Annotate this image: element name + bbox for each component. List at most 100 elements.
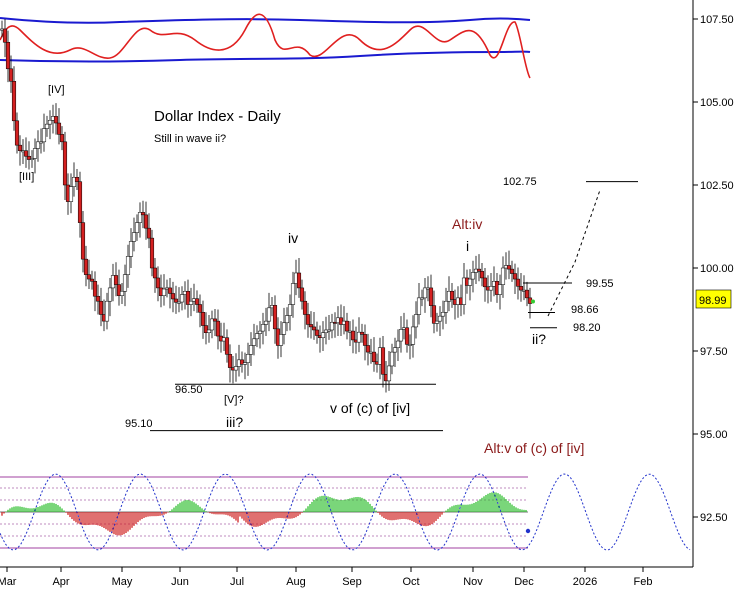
candle-body xyxy=(344,320,350,332)
candle-body xyxy=(395,340,401,348)
candle-body xyxy=(479,271,485,279)
candle-body xyxy=(32,148,38,159)
candle-body xyxy=(104,300,110,322)
candle-body xyxy=(431,305,437,324)
candle-body xyxy=(89,278,95,282)
candle-body xyxy=(227,354,233,368)
candle-body xyxy=(515,278,521,287)
candle-body xyxy=(272,305,278,330)
candle-body xyxy=(167,287,173,294)
x-tick-label: Sep xyxy=(342,576,362,588)
candle-body xyxy=(131,232,137,242)
x-axis-ticks: Mar Apr May Jun Jul Aug Sep Oct Nov Dec 2026 Feb xyxy=(0,567,652,588)
last-price-marker xyxy=(531,299,535,304)
candle-body xyxy=(119,290,125,296)
last-price-box xyxy=(695,289,732,309)
wave-label-V: [V]? xyxy=(224,394,244,406)
y-tick-label: 107.50 xyxy=(700,14,734,26)
x-tick-label: Oct xyxy=(402,576,419,588)
candle-body xyxy=(389,351,395,367)
candle-body xyxy=(488,286,494,291)
candle-body xyxy=(59,134,65,143)
candle-body xyxy=(281,322,287,335)
wave-label-alt-v: Alt:v of (c) of [iv] xyxy=(484,440,584,456)
upper-band-top xyxy=(0,17,531,24)
candle-body xyxy=(23,150,29,157)
x-tick-label: Apr xyxy=(52,576,69,588)
candle-body xyxy=(143,214,149,229)
upper-oscillator-line xyxy=(0,13,531,79)
candle-body xyxy=(215,320,221,337)
candle-body xyxy=(518,286,524,291)
candle-body xyxy=(278,334,284,346)
candle-body xyxy=(524,289,530,299)
candle-body xyxy=(410,326,416,345)
y-tick-label: 100.00 xyxy=(700,263,734,275)
candle-body xyxy=(449,290,455,300)
candle-body xyxy=(14,120,20,146)
candle-body xyxy=(113,275,119,285)
candle-body xyxy=(500,267,506,285)
candle-body xyxy=(146,227,152,239)
candle-body xyxy=(26,155,32,160)
candle-body xyxy=(305,314,311,325)
candle-body xyxy=(251,338,257,346)
candle-body xyxy=(422,287,428,299)
candle-body xyxy=(371,351,377,363)
candle-body xyxy=(56,122,62,135)
x-tick-label: 2026 xyxy=(573,576,597,588)
candle-body xyxy=(194,298,200,305)
candle-body xyxy=(203,325,209,333)
cycle-projection-line xyxy=(0,473,691,551)
y-tick-label: 105.00 xyxy=(700,97,734,109)
candle-body xyxy=(242,362,248,365)
candle-body xyxy=(161,288,167,296)
level-label-102-75: 102.75 xyxy=(503,176,537,188)
candle-body xyxy=(509,268,515,274)
candle-body xyxy=(116,284,122,296)
candle-body xyxy=(47,120,53,125)
candle-body xyxy=(128,241,134,257)
level-lines xyxy=(150,181,638,432)
candle-body xyxy=(284,315,290,324)
candle-body xyxy=(38,141,44,144)
candle-body xyxy=(170,293,176,300)
candle-body xyxy=(125,256,131,275)
y-tick-label: 97.50 xyxy=(700,346,728,358)
y-tick-label: 95.00 xyxy=(700,429,728,441)
x-tick-label: Nov xyxy=(463,576,483,588)
candle-body xyxy=(41,128,47,143)
x-tick-label: Jul xyxy=(230,576,244,588)
candle-body xyxy=(308,324,314,328)
candle-body xyxy=(209,318,215,331)
candle-body xyxy=(185,290,191,305)
candle-body xyxy=(44,123,50,129)
candle-body xyxy=(512,273,518,280)
candle-body xyxy=(359,331,365,335)
candle-body xyxy=(392,347,398,353)
candle-body xyxy=(122,274,128,292)
candle-body xyxy=(497,284,503,295)
level-label-98-20: 98.20 xyxy=(573,322,601,334)
y-axis-ticks: 107.50 105.00 102.50 100.00 97.50 95.00 92.50 xyxy=(693,14,734,524)
candle-body xyxy=(92,281,98,297)
candle-body xyxy=(35,141,41,149)
candle-body xyxy=(140,212,146,216)
level-label-99-55: 99.55 xyxy=(586,278,614,290)
wave-label-iii: iii? xyxy=(226,414,243,430)
chart-title: Dollar Index - Daily xyxy=(154,108,281,125)
level-label-95-10: 95.10 xyxy=(125,418,153,430)
candle-body xyxy=(437,315,443,322)
candle-body xyxy=(296,272,302,289)
candle-body xyxy=(107,287,113,302)
candle-body xyxy=(404,327,410,345)
candle-body xyxy=(188,300,194,305)
candle-body xyxy=(239,359,245,365)
upper-band-bottom xyxy=(0,50,531,63)
x-tick-label: Jun xyxy=(171,576,189,588)
wave-label-iv: iv xyxy=(288,230,298,246)
candle-body xyxy=(17,144,23,151)
candle-body xyxy=(233,366,239,371)
candle-body xyxy=(137,212,143,223)
